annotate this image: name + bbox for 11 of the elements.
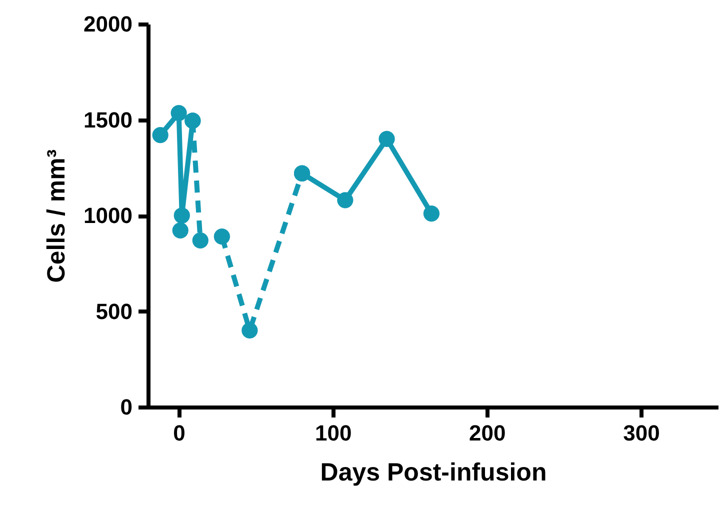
x-tick-label: 200	[469, 420, 506, 446]
y-tick-label: 2000	[84, 12, 132, 36]
x-axis-title: Days Post-infusion	[320, 458, 547, 486]
x-tick-label: 300	[623, 420, 660, 446]
y-tick-label: 1500	[84, 107, 132, 132]
x-tick-label: 0	[173, 420, 186, 446]
y-tick-label: 1000	[84, 203, 132, 228]
y-tick-label: 500	[96, 298, 132, 324]
y-axis-title: Cells / mm³	[42, 149, 71, 283]
x-tick-label: 100	[315, 420, 352, 446]
y-tick-label: 0	[120, 394, 132, 420]
